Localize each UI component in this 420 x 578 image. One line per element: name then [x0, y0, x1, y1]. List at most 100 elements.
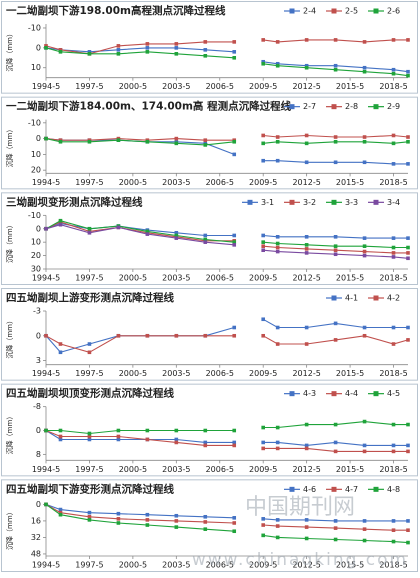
- data-point: [304, 446, 309, 451]
- data-point: [145, 232, 150, 236]
- data-point: [145, 46, 150, 50]
- data-point: [333, 160, 338, 165]
- data-point: [406, 519, 410, 523]
- legend-label: 4-8: [387, 485, 400, 494]
- x-tick-label: 2006-5: [206, 178, 234, 187]
- x-tick-label: 2003-5: [162, 465, 190, 474]
- legend-marker: [331, 391, 337, 397]
- x-tick-label: 2012-5: [292, 82, 320, 91]
- data-point: [333, 67, 338, 72]
- x-tick-label: 2012-5: [292, 561, 320, 570]
- data-point: [362, 139, 367, 144]
- data-point: [145, 428, 150, 433]
- x-tick-label: 2006-5: [206, 274, 234, 283]
- y-tick-label: -3: [33, 307, 41, 316]
- data-point: [203, 514, 208, 519]
- data-point: [261, 523, 265, 527]
- data-point: [116, 517, 121, 521]
- data-point: [362, 40, 367, 44]
- x-tick-label: 2015-5: [336, 561, 364, 570]
- data-point: [44, 136, 48, 141]
- data-point: [145, 42, 150, 46]
- data-point: [261, 425, 265, 430]
- data-point: [304, 525, 309, 529]
- y-tick-label: -10: [28, 211, 41, 220]
- data-point: [275, 249, 280, 254]
- data-point: [87, 350, 92, 355]
- data-point: [391, 255, 396, 259]
- x-tick-label: 2009-5: [249, 274, 277, 283]
- data-point: [304, 342, 309, 346]
- data-point: [203, 520, 208, 524]
- data-point: [116, 437, 121, 442]
- chart-title: 四五坳副坝下游变形测点沉降过程线: [6, 482, 174, 495]
- data-point: [116, 48, 121, 52]
- y-axis-label: 沉降（mm）: [5, 317, 14, 359]
- data-point: [362, 449, 367, 454]
- x-tick-label: 1994-5: [32, 465, 60, 474]
- data-point: [304, 518, 309, 522]
- legend-label: 3-4: [387, 198, 400, 207]
- data-point: [261, 61, 265, 66]
- data-point: [203, 440, 208, 445]
- x-tick-label: 1994-5: [32, 178, 60, 187]
- legend-label: 4-6: [303, 485, 316, 494]
- legend-marker: [289, 199, 295, 205]
- data-point: [304, 247, 309, 251]
- data-point: [362, 419, 367, 424]
- data-point: [116, 138, 121, 142]
- panel-border: [1, 1, 418, 94]
- data-point: [275, 342, 280, 346]
- x-tick-label: 2003-5: [162, 178, 190, 187]
- data-point: [116, 434, 121, 439]
- x-tick-label: 2003-5: [162, 82, 190, 91]
- data-point: [304, 536, 309, 541]
- data-point: [275, 235, 280, 239]
- data-point: [275, 518, 280, 522]
- data-point: [275, 440, 280, 445]
- data-point: [58, 139, 63, 144]
- x-tick-label: 2006-5: [206, 369, 234, 378]
- y-tick-label: 8: [36, 450, 41, 459]
- data-point: [174, 52, 179, 56]
- data-point: [174, 333, 179, 338]
- data-point: [391, 67, 396, 72]
- x-tick-label: 1997-5: [75, 274, 103, 283]
- data-point: [44, 44, 48, 48]
- x-tick-label: 2018-5: [379, 178, 407, 187]
- data-point: [391, 528, 396, 532]
- data-point: [174, 513, 179, 518]
- chart-title: 三坳副坝变形测点沉降过程线: [6, 195, 143, 208]
- data-point: [87, 514, 92, 519]
- data-point: [362, 244, 367, 248]
- legend-marker: [373, 199, 379, 205]
- y-tick-label: 0: [36, 426, 41, 435]
- data-point: [304, 63, 309, 68]
- data-point: [275, 245, 280, 250]
- y-tick-label: 3: [36, 356, 41, 365]
- x-tick-label: 1994-5: [32, 369, 60, 378]
- x-tick-label: 2012-5: [292, 465, 320, 474]
- data-point: [304, 325, 309, 330]
- data-point: [116, 428, 121, 433]
- y-tick-label: 10: [31, 63, 41, 72]
- panel-border: [1, 479, 418, 573]
- data-point: [391, 71, 396, 76]
- x-tick-label: 2009-5: [249, 178, 277, 187]
- y-tick-label: 10: [31, 238, 41, 247]
- y-axis-label: 沉降（mm）: [5, 30, 14, 72]
- data-point: [391, 539, 396, 544]
- y-tick-label: 32: [31, 533, 41, 542]
- x-tick-label: 1994-5: [32, 561, 60, 570]
- data-point: [232, 516, 237, 520]
- data-point: [174, 136, 179, 141]
- legend-label: 4-4: [345, 389, 358, 398]
- y-tick-label: -10: [28, 118, 41, 127]
- data-point: [116, 511, 121, 516]
- data-point: [333, 135, 338, 139]
- legend-label: 2-5: [345, 7, 358, 16]
- data-point: [391, 342, 396, 346]
- data-point: [391, 251, 396, 255]
- x-tick-label: 2018-5: [379, 82, 407, 91]
- data-point: [333, 38, 338, 42]
